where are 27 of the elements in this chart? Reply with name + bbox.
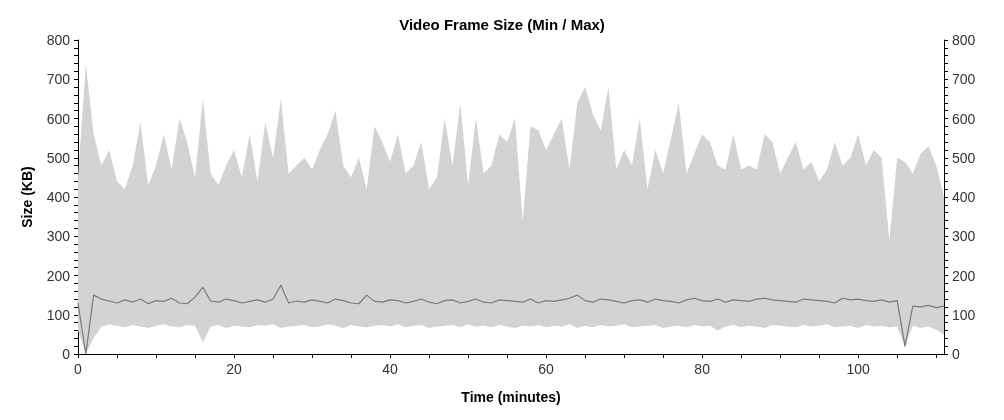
- y-tick-label: 0: [62, 346, 71, 362]
- x-tick-label: 100: [846, 361, 871, 377]
- y2-tick-label: 200: [952, 267, 976, 284]
- x-tick-label: 60: [538, 361, 555, 377]
- y2-tick-label: 800: [952, 32, 976, 48]
- y2-tick-label: 500: [952, 149, 976, 166]
- y-tick-label: 300: [46, 228, 71, 245]
- y2-tick-label: 400: [952, 189, 976, 205]
- y2-tick-label: 300: [952, 228, 976, 245]
- x-tick-label: 80: [694, 361, 711, 377]
- y-tick-label: 500: [46, 149, 71, 166]
- y-axis-title: Size (KB): [19, 166, 35, 228]
- y-tick-label: 200: [46, 267, 71, 284]
- x-tick-label: 40: [382, 361, 399, 377]
- x-tick-label: 20: [226, 361, 243, 377]
- y-tick-label: 800: [46, 32, 71, 48]
- x-tick-label: 0: [74, 361, 83, 377]
- y2-tick-label: 700: [952, 71, 976, 88]
- y-tick-label: 700: [46, 71, 71, 88]
- x-axis-title: Time (minutes): [461, 389, 561, 405]
- y-tick-label: 600: [46, 110, 71, 127]
- y2-tick-label: 0: [952, 346, 960, 362]
- y-tick-label: 100: [46, 306, 71, 323]
- y2-tick-label: 100: [952, 306, 976, 323]
- y2-tick-label: 600: [952, 110, 976, 127]
- y-tick-label: 400: [46, 189, 71, 205]
- chart-title: Video Frame Size (Min / Max): [399, 16, 605, 33]
